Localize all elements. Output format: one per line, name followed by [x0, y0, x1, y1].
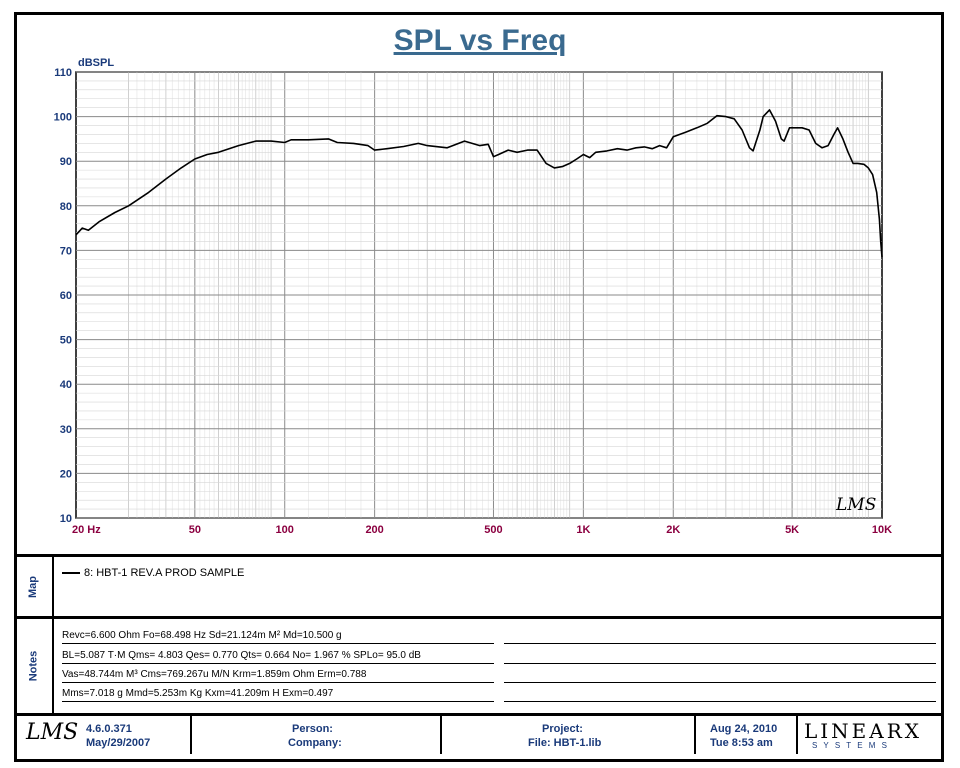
x-tick-label: 100: [276, 524, 294, 536]
lms-logo: LMS: [26, 720, 79, 745]
x-tick-label: 2K: [666, 524, 680, 536]
chart-panel: [14, 12, 944, 557]
spl-chart: 110 100 90 80 70 60 50 40 30 20 10 20 Hz 50 100 200 50…: [54, 57, 893, 536]
notes-line-1: Revc=6.600 Ohm Fo=68.498 Hz Sd=21.124m M…: [62, 629, 494, 644]
version-date: May/29/2007: [86, 737, 151, 749]
x-tick-label: 50: [189, 524, 201, 536]
lms-watermark-logo: LMS: [835, 495, 876, 515]
y-tick-labels: 110 100 90 80 70 60 50 40 30 20 10: [54, 67, 72, 525]
notes-blank-line: [504, 668, 936, 683]
y-tick-label: 20: [60, 468, 72, 480]
x-tick-label: 500: [484, 524, 502, 536]
report-date: Aug 24, 2010: [710, 723, 778, 735]
notes-line-3: Vas=48.744m M³ Cms=769.267u M/N Krm=1.85…: [62, 668, 494, 683]
y-tick-label: 60: [60, 290, 72, 302]
x-tick-label: 1K: [576, 524, 590, 536]
x-tick-label: 20 Hz: [72, 524, 101, 536]
notes-blank-line: [504, 629, 936, 644]
report-time: Tue 8:53 am: [710, 737, 773, 749]
series-line: [75, 109, 883, 258]
report-frame: [14, 12, 944, 762]
footer-person-cell: Person: Company:: [192, 716, 442, 754]
svg-text:LMS: LMS: [835, 495, 876, 515]
map-section: Map 8: HBT-1 REV.A PROD SAMPLE: [14, 557, 944, 619]
footer-version-cell: LMS 4.6.0.371 May/29/2007: [14, 716, 192, 754]
person-label: Person:: [292, 723, 333, 735]
file-label: File: HBT-1.lib: [528, 737, 602, 749]
y-tick-label: 10: [60, 513, 72, 525]
footer-brand-cell: LINEARX S Y S T E M S: [798, 716, 944, 754]
version-number: 4.6.0.371: [86, 723, 132, 735]
notes-side-label: Notes: [14, 619, 54, 713]
legend-entry: 8: HBT-1 REV.A PROD SAMPLE: [62, 567, 244, 579]
y-tick-label: 40: [60, 379, 72, 391]
y-tick-label: 90: [60, 156, 72, 168]
x-tick-labels: 20 Hz 50 100 200 500 1K 2K 5K 10K: [72, 524, 892, 536]
company-label: Company:: [288, 737, 342, 749]
linearx-logo: LINEARX: [804, 719, 923, 743]
footer-date-cell: Aug 24, 2010 Tue 8:53 am: [696, 716, 798, 754]
y-tick-label: 110: [54, 67, 72, 79]
legend-entry-label: 8: HBT-1 REV.A PROD SAMPLE: [84, 567, 245, 579]
y-tick-label: 50: [60, 335, 72, 347]
notes-line-4: Mms=7.018 g Mmd=5.253m Kg Kxm=41.209m H …: [62, 687, 494, 702]
y-tick-label: 30: [60, 424, 72, 436]
legend-line-swatch: [62, 572, 80, 574]
chart-title: SPL vs Freq: [393, 24, 567, 57]
notes-blank-line: [504, 649, 936, 664]
notes-blank-line: [504, 687, 936, 702]
y-axis-label: dBSPL: [78, 57, 114, 69]
x-tick-label: 200: [365, 524, 383, 536]
footer-project-cell: Project: File: HBT-1.lib: [442, 716, 696, 754]
x-tick-label: 5K: [785, 524, 799, 536]
notes-line-2: BL=5.087 T·M Qms= 4.803 Qes= 0.770 Qts= …: [62, 649, 494, 664]
project-label: Project:: [542, 723, 583, 735]
x-tick-label: 10K: [872, 524, 892, 536]
y-tick-label: 80: [60, 201, 72, 213]
y-tick-label: 100: [54, 112, 72, 124]
linearx-systems-text: S Y S T E M S: [812, 741, 889, 750]
footer-bar: LMS 4.6.0.371 May/29/2007 Person: Compan…: [14, 716, 944, 762]
notes-section: Notes Revc=6.600 Ohm Fo=68.498 Hz Sd=21.…: [14, 619, 944, 716]
y-tick-label: 70: [60, 245, 72, 257]
map-side-label: Map: [14, 557, 54, 616]
grid-lines: [76, 71, 882, 519]
